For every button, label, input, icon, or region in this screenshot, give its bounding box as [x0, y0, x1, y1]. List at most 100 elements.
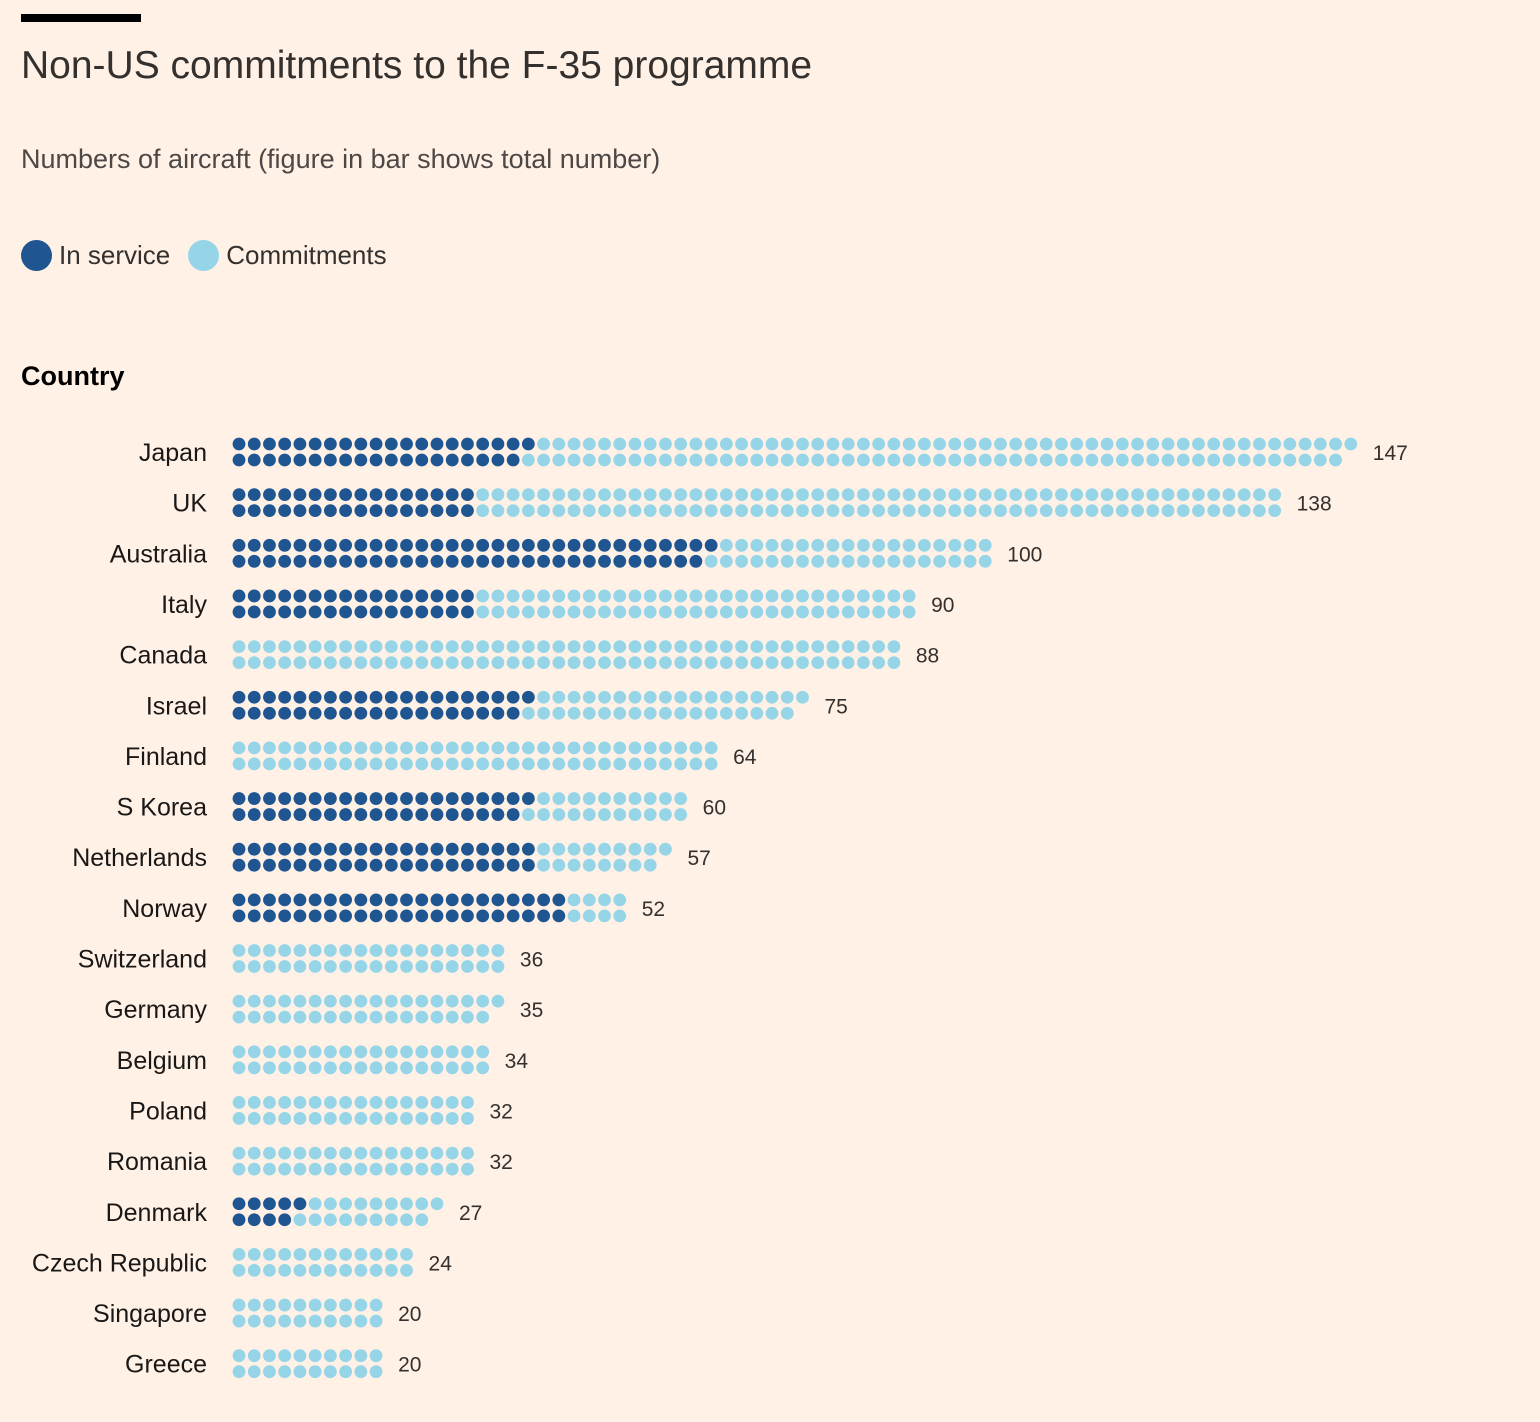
in-service-dot-australia [400, 554, 413, 568]
in-service-dot-japan [354, 437, 368, 451]
commitment-dot-finland [430, 757, 444, 771]
commitment-dot-israel [659, 690, 672, 704]
country-label-germany: Germany [104, 996, 207, 1024]
commitment-dot-australia [948, 538, 962, 552]
in-service-dot-s-korea [293, 792, 307, 805]
in-service-dot-netherlands [293, 842, 307, 856]
commitment-dot-israel [765, 690, 779, 704]
commitment-dot-greece [323, 1365, 337, 1379]
commitment-dot-canada [628, 656, 642, 669]
in-service-dot-norway [400, 893, 413, 907]
commitment-dot-s-korea [537, 808, 550, 821]
row-greece: Greece 20 [125, 1349, 421, 1379]
commitment-dot-japan [674, 453, 688, 467]
commitment-dot-greece [339, 1365, 353, 1379]
commitment-dot-italy [765, 589, 779, 603]
in-service-dot-uk [232, 488, 246, 502]
in-service-dot-norway [308, 909, 322, 923]
commitment-dot-australia [857, 538, 870, 552]
in-service-dot-denmark [232, 1197, 246, 1211]
commitment-dot-italy [857, 589, 870, 603]
commitment-dot-romania [430, 1162, 444, 1176]
commitment-dot-romania [445, 1162, 459, 1176]
commitment-dot-uk [750, 504, 764, 518]
commitment-dot-belgium [461, 1045, 474, 1059]
commitment-dot-japan [704, 453, 718, 467]
commitment-dot-belgium [232, 1061, 246, 1075]
in-service-dot-japan [247, 437, 261, 451]
commitment-dot-romania [323, 1146, 337, 1160]
commitment-dot-canada [339, 640, 353, 653]
commitment-dot-japan [796, 453, 809, 467]
total-label-netherlands: 57 [687, 847, 710, 870]
in-service-dot-italy [339, 589, 353, 603]
in-service-dot-norway [278, 893, 292, 907]
in-service-dot-netherlands [506, 858, 520, 872]
commitment-dot-uk [994, 504, 1007, 518]
commitment-dot-switzerland [308, 944, 322, 957]
commitment-dot-canada [567, 656, 581, 669]
in-service-dot-israel [491, 690, 505, 704]
commitment-dot-czech-republic [278, 1264, 292, 1277]
commitment-dot-australia [796, 554, 809, 568]
commitment-dot-israel [689, 690, 703, 704]
in-service-dot-israel [445, 706, 459, 720]
country-label-greece: Greece [125, 1351, 207, 1379]
commitment-dot-canada [780, 640, 794, 653]
commitment-dot-japan [841, 453, 855, 467]
in-service-dot-japan [430, 453, 444, 467]
commitment-dot-s-korea [552, 808, 566, 821]
country-label-japan: Japan [139, 439, 207, 467]
in-service-dot-s-korea [308, 808, 322, 821]
commitment-dot-canada [719, 640, 733, 653]
commitment-dot-canada [613, 640, 627, 653]
commitment-dot-canada [323, 640, 337, 653]
commitment-dot-japan [857, 437, 870, 451]
country-label-canada: Canada [119, 642, 207, 670]
commitment-dot-italy [613, 605, 627, 619]
in-service-dot-japan [247, 453, 261, 467]
commitment-dot-greece [354, 1349, 368, 1363]
commitment-dot-australia [719, 538, 733, 552]
in-service-dot-norway [445, 893, 459, 907]
commitment-dot-finland [339, 757, 353, 771]
in-service-dot-uk [430, 504, 444, 518]
in-service-dot-netherlands [339, 842, 353, 856]
commitment-dot-canada [445, 640, 459, 653]
commitment-dot-australia [826, 538, 840, 552]
commitment-dot-canada [354, 656, 368, 669]
commitment-dot-canada [369, 656, 383, 669]
in-service-dot-australia [643, 554, 657, 568]
commitment-dot-canada [384, 640, 398, 653]
commitment-dot-uk [628, 504, 642, 518]
commitment-dot-japan [1146, 453, 1160, 467]
commitment-dot-uk [796, 504, 809, 518]
commitment-dot-s-korea [659, 808, 672, 821]
commitment-dot-uk [902, 488, 916, 502]
in-service-dot-netherlands [430, 842, 444, 856]
commitment-dot-japan [613, 437, 627, 451]
commitment-dot-japan [521, 453, 535, 467]
in-service-dot-australia [598, 554, 611, 568]
commitment-dot-japan [1207, 437, 1221, 451]
in-service-dot-japan [369, 437, 383, 451]
commitment-dot-israel [598, 706, 611, 720]
commitment-dot-uk [1222, 504, 1236, 518]
in-service-dot-italy [400, 589, 413, 603]
country-label-czech-republic: Czech Republic [32, 1249, 207, 1277]
total-label-uk: 138 [1297, 493, 1332, 516]
commitment-dot-romania [308, 1146, 322, 1160]
commitment-dot-uk [552, 504, 566, 518]
in-service-dot-italy [278, 605, 292, 619]
in-service-dot-norway [476, 893, 490, 907]
commitment-dot-s-korea [537, 792, 550, 805]
in-service-dot-uk [354, 488, 368, 502]
commitment-dot-romania [461, 1146, 474, 1160]
commitment-dot-canada [506, 656, 520, 669]
in-service-dot-uk [400, 488, 413, 502]
commitment-dot-italy [872, 589, 886, 603]
in-service-dot-israel [354, 706, 368, 720]
commitment-dot-finland [689, 757, 703, 771]
commitment-dot-czech-republic [384, 1264, 398, 1277]
commitment-dot-japan [1268, 437, 1282, 451]
